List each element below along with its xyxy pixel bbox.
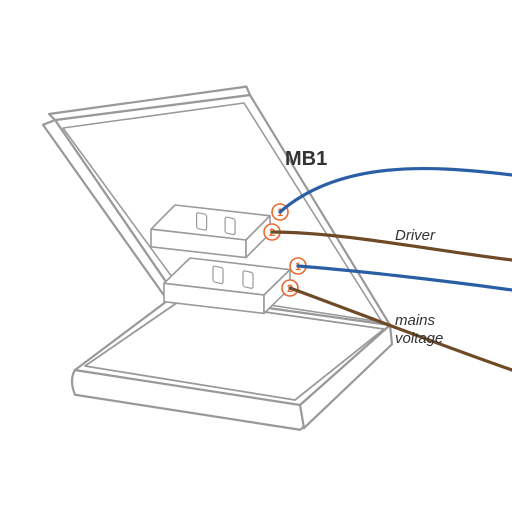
mains2-label: voltage (395, 330, 443, 347)
wiring-diagram: 1212MB1Drivermainsvoltage (0, 0, 512, 512)
driver-label: Driver (395, 227, 436, 244)
title-label: MB1 (285, 148, 327, 170)
mains1-label: mains (395, 312, 436, 329)
